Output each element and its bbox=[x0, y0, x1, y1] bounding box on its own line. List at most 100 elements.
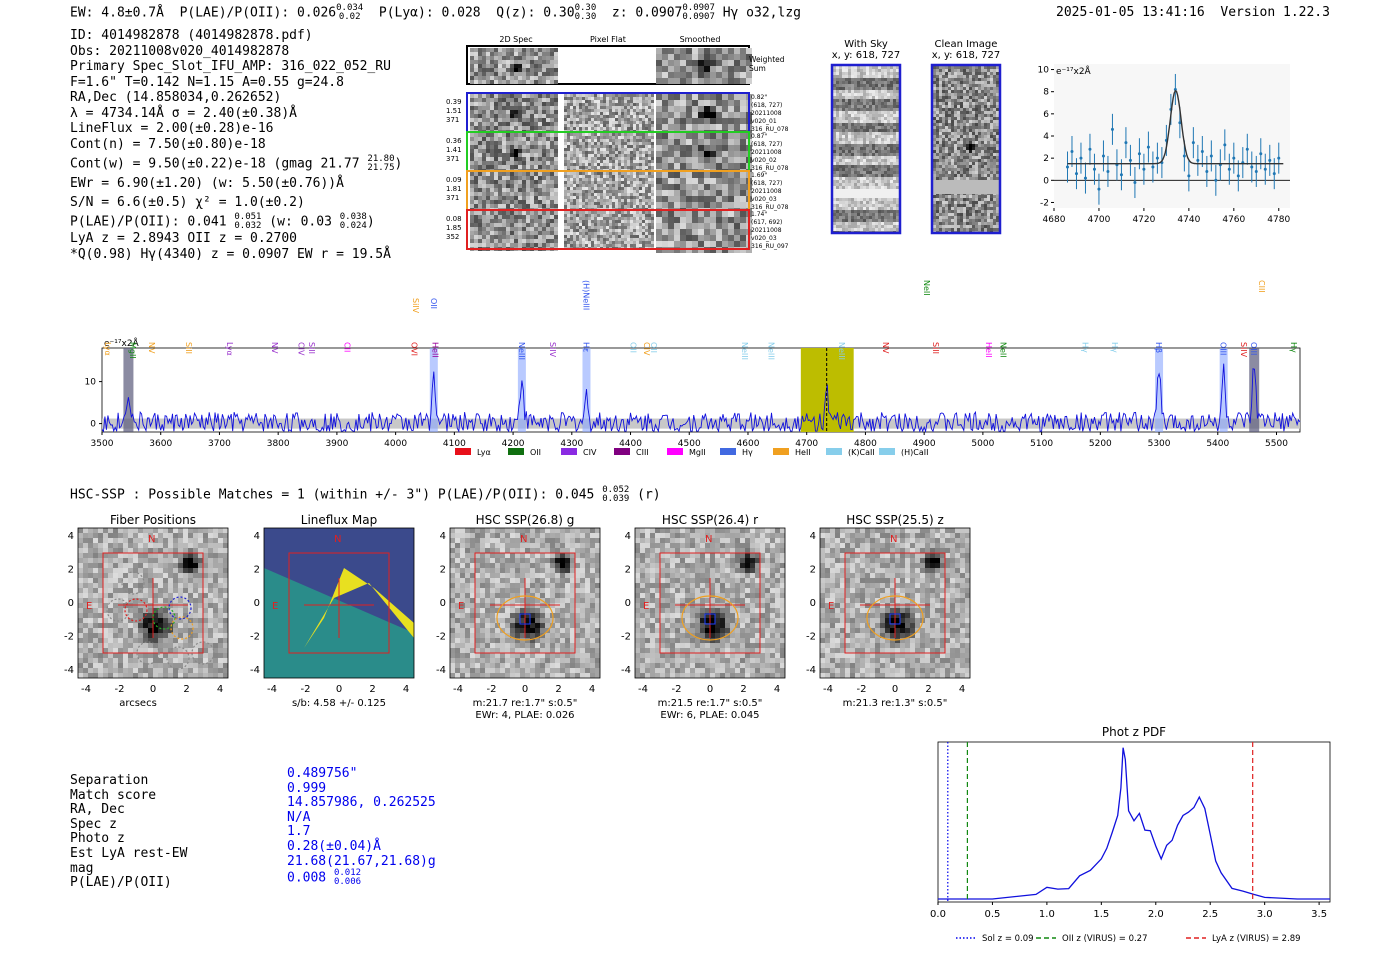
row-left-value: 371 bbox=[446, 155, 459, 163]
hsc-xtick: 4 bbox=[959, 684, 965, 695]
full-xtick-label: 5000 bbox=[971, 439, 994, 449]
hsc-aperture bbox=[866, 595, 924, 641]
full-line-label: Hγ bbox=[1081, 342, 1090, 353]
hsc-xtick: 0 bbox=[892, 684, 898, 695]
full-line-band bbox=[517, 348, 526, 432]
hsc-ytick: 0 bbox=[810, 598, 816, 609]
pdf-legend-item: LyA z (VIRUS) = 2.89 bbox=[1186, 934, 1301, 944]
zoom-point bbox=[1200, 136, 1204, 168]
zoom-ytick-label: 4 bbox=[1043, 132, 1049, 142]
info-lineflux: LineFlux = 2.00(±0.28)e-16 bbox=[70, 121, 274, 136]
zoom-point bbox=[1128, 144, 1132, 176]
match-labels: Separation Match score RA, Dec Spec z Ph… bbox=[70, 773, 187, 891]
hsc-caption: arcsecs bbox=[119, 698, 157, 709]
row-smoothed bbox=[656, 211, 752, 253]
hsc-ytick: 4 bbox=[440, 531, 446, 542]
hsc-aperture bbox=[681, 595, 739, 641]
hsc-ytick: -4 bbox=[250, 665, 260, 676]
row-2dspec bbox=[470, 172, 558, 212]
match-label: Photo z bbox=[70, 831, 125, 847]
info-ewr: EWr = 6.90(±1.20) (w: 5.50(±0.76))Å bbox=[70, 176, 344, 191]
hsc-xtick: -2 bbox=[672, 684, 682, 695]
full-xtick-label: 3700 bbox=[208, 439, 231, 449]
row-left-value: 0.08 bbox=[446, 215, 462, 223]
full-xtick-label: 5400 bbox=[1206, 439, 1229, 449]
row-right-value: 316_RU_078 bbox=[751, 204, 789, 211]
pdf-frame bbox=[937, 741, 1331, 903]
full-line-label: SiII bbox=[931, 342, 940, 354]
hsc-ytick: -2 bbox=[806, 632, 816, 643]
header-right: 2025-01-05 13:41:16 Version 1.22.3 bbox=[1056, 5, 1330, 20]
full-frame bbox=[101, 347, 1301, 433]
north-label: N bbox=[334, 534, 341, 545]
full-line-label: NeIII bbox=[517, 342, 526, 360]
row-pixelflat bbox=[564, 172, 654, 211]
zoom-xtick-label: 4760 bbox=[1222, 215, 1245, 225]
hsc-panel-title: Lineflux Map bbox=[301, 513, 377, 527]
hsc-ytick: 4 bbox=[68, 531, 74, 542]
row-right-value: 316_RU_078 bbox=[751, 126, 789, 133]
zoom-ytick-label: 0 bbox=[1043, 176, 1049, 186]
zoom-ytick-label: 6 bbox=[1043, 110, 1049, 120]
hsc-xtick: 0 bbox=[336, 684, 342, 695]
full-line-label: CII bbox=[343, 342, 352, 352]
north-label: N bbox=[705, 534, 712, 545]
row-left-value: 0.39 bbox=[446, 98, 462, 106]
match-value: 14.857986, 0.262525 bbox=[287, 795, 436, 811]
full-xtick-label: 4100 bbox=[443, 439, 466, 449]
hsc-frame bbox=[77, 527, 229, 679]
header-ew: EW: 4.8±0.7Å bbox=[70, 5, 164, 21]
zoom-point bbox=[1106, 155, 1110, 187]
full-line-label: (H)NeIII bbox=[582, 280, 591, 310]
zoom-point bbox=[1191, 127, 1195, 159]
full-line-label: NeIII bbox=[837, 342, 846, 360]
full-line-label: Hγ bbox=[1289, 342, 1298, 353]
hsc-panel: HSC SSP(26.4) r N E -4 -2 0 2 4 4 2 0 -2 -4 m:21.5 re… bbox=[621, 513, 786, 721]
info-lambda: λ = 4734.14Å σ = 2.40(±0.38)Å bbox=[70, 105, 297, 121]
zoom-point bbox=[1119, 159, 1123, 191]
hsc-panel: Fiber Positions N E -4 -2 0 2 4 4 2 0 -2 -4 arcsecs bbox=[64, 513, 229, 709]
header-line: Hγ o32,lzg bbox=[722, 5, 801, 21]
info-lyaz: LyA z = 2.8943 OII z = 0.2700 bbox=[70, 231, 297, 246]
row-right-value: 0.87" bbox=[751, 133, 767, 140]
row-left-value: 352 bbox=[446, 233, 459, 241]
zoom-xtick-label: 4680 bbox=[1043, 215, 1066, 225]
photz-pdf-chart: Phot z PDF 0.0 0.5 1.0 1.5 2.0 2.5 3.0 3.5 Sol z … bbox=[930, 725, 1331, 944]
full-line-band bbox=[1155, 348, 1164, 432]
row-right-value: (617, 692) bbox=[751, 219, 782, 226]
match-label: mag bbox=[70, 860, 94, 876]
hsc-ytick: 2 bbox=[254, 565, 260, 576]
hsc-image bbox=[450, 528, 600, 678]
row-pixelflat bbox=[564, 211, 654, 250]
match-value: 1.7 bbox=[287, 824, 311, 840]
pdf-xtick-label: 3.0 bbox=[1257, 909, 1273, 920]
full-line-label: Lyα bbox=[103, 342, 112, 356]
full-line-label: OIII bbox=[1219, 342, 1228, 355]
row-right-value: 1.69" bbox=[751, 172, 767, 179]
zoom-point bbox=[1133, 167, 1137, 199]
zoom-point bbox=[1196, 144, 1200, 176]
row-right-value: v020_03 bbox=[751, 235, 777, 242]
info-contn: Cont(n) = 7.50(±0.80)e-18 bbox=[70, 136, 266, 152]
hsc-center-box bbox=[519, 613, 531, 625]
zoom-ytick-label: 8 bbox=[1043, 88, 1049, 98]
pdf-xtick-label: 3.5 bbox=[1311, 909, 1327, 920]
info-obs: Obs: 20211008v020_4014982878 bbox=[70, 43, 290, 59]
fiber-circle bbox=[152, 606, 176, 630]
full-xtick-label: 3500 bbox=[91, 439, 114, 449]
full-line-label: Hγ bbox=[1110, 342, 1119, 353]
row-right-value: 20211008 bbox=[751, 188, 782, 195]
hsc-xtick: -2 bbox=[857, 684, 867, 695]
row-right-value: 20211008 bbox=[751, 110, 782, 117]
zoom-point bbox=[1205, 155, 1209, 187]
full-xtick-label: 4200 bbox=[502, 439, 525, 449]
zoom-point bbox=[1146, 131, 1150, 163]
east-label: E bbox=[272, 601, 278, 612]
zoom-point bbox=[1277, 142, 1281, 174]
hsc-ytick: 0 bbox=[625, 598, 631, 609]
zoom-point bbox=[1263, 153, 1267, 185]
row-right-value: 1.74" bbox=[751, 211, 767, 218]
full-line-label: NeII bbox=[922, 280, 931, 296]
weighted-2dspec bbox=[470, 48, 558, 84]
